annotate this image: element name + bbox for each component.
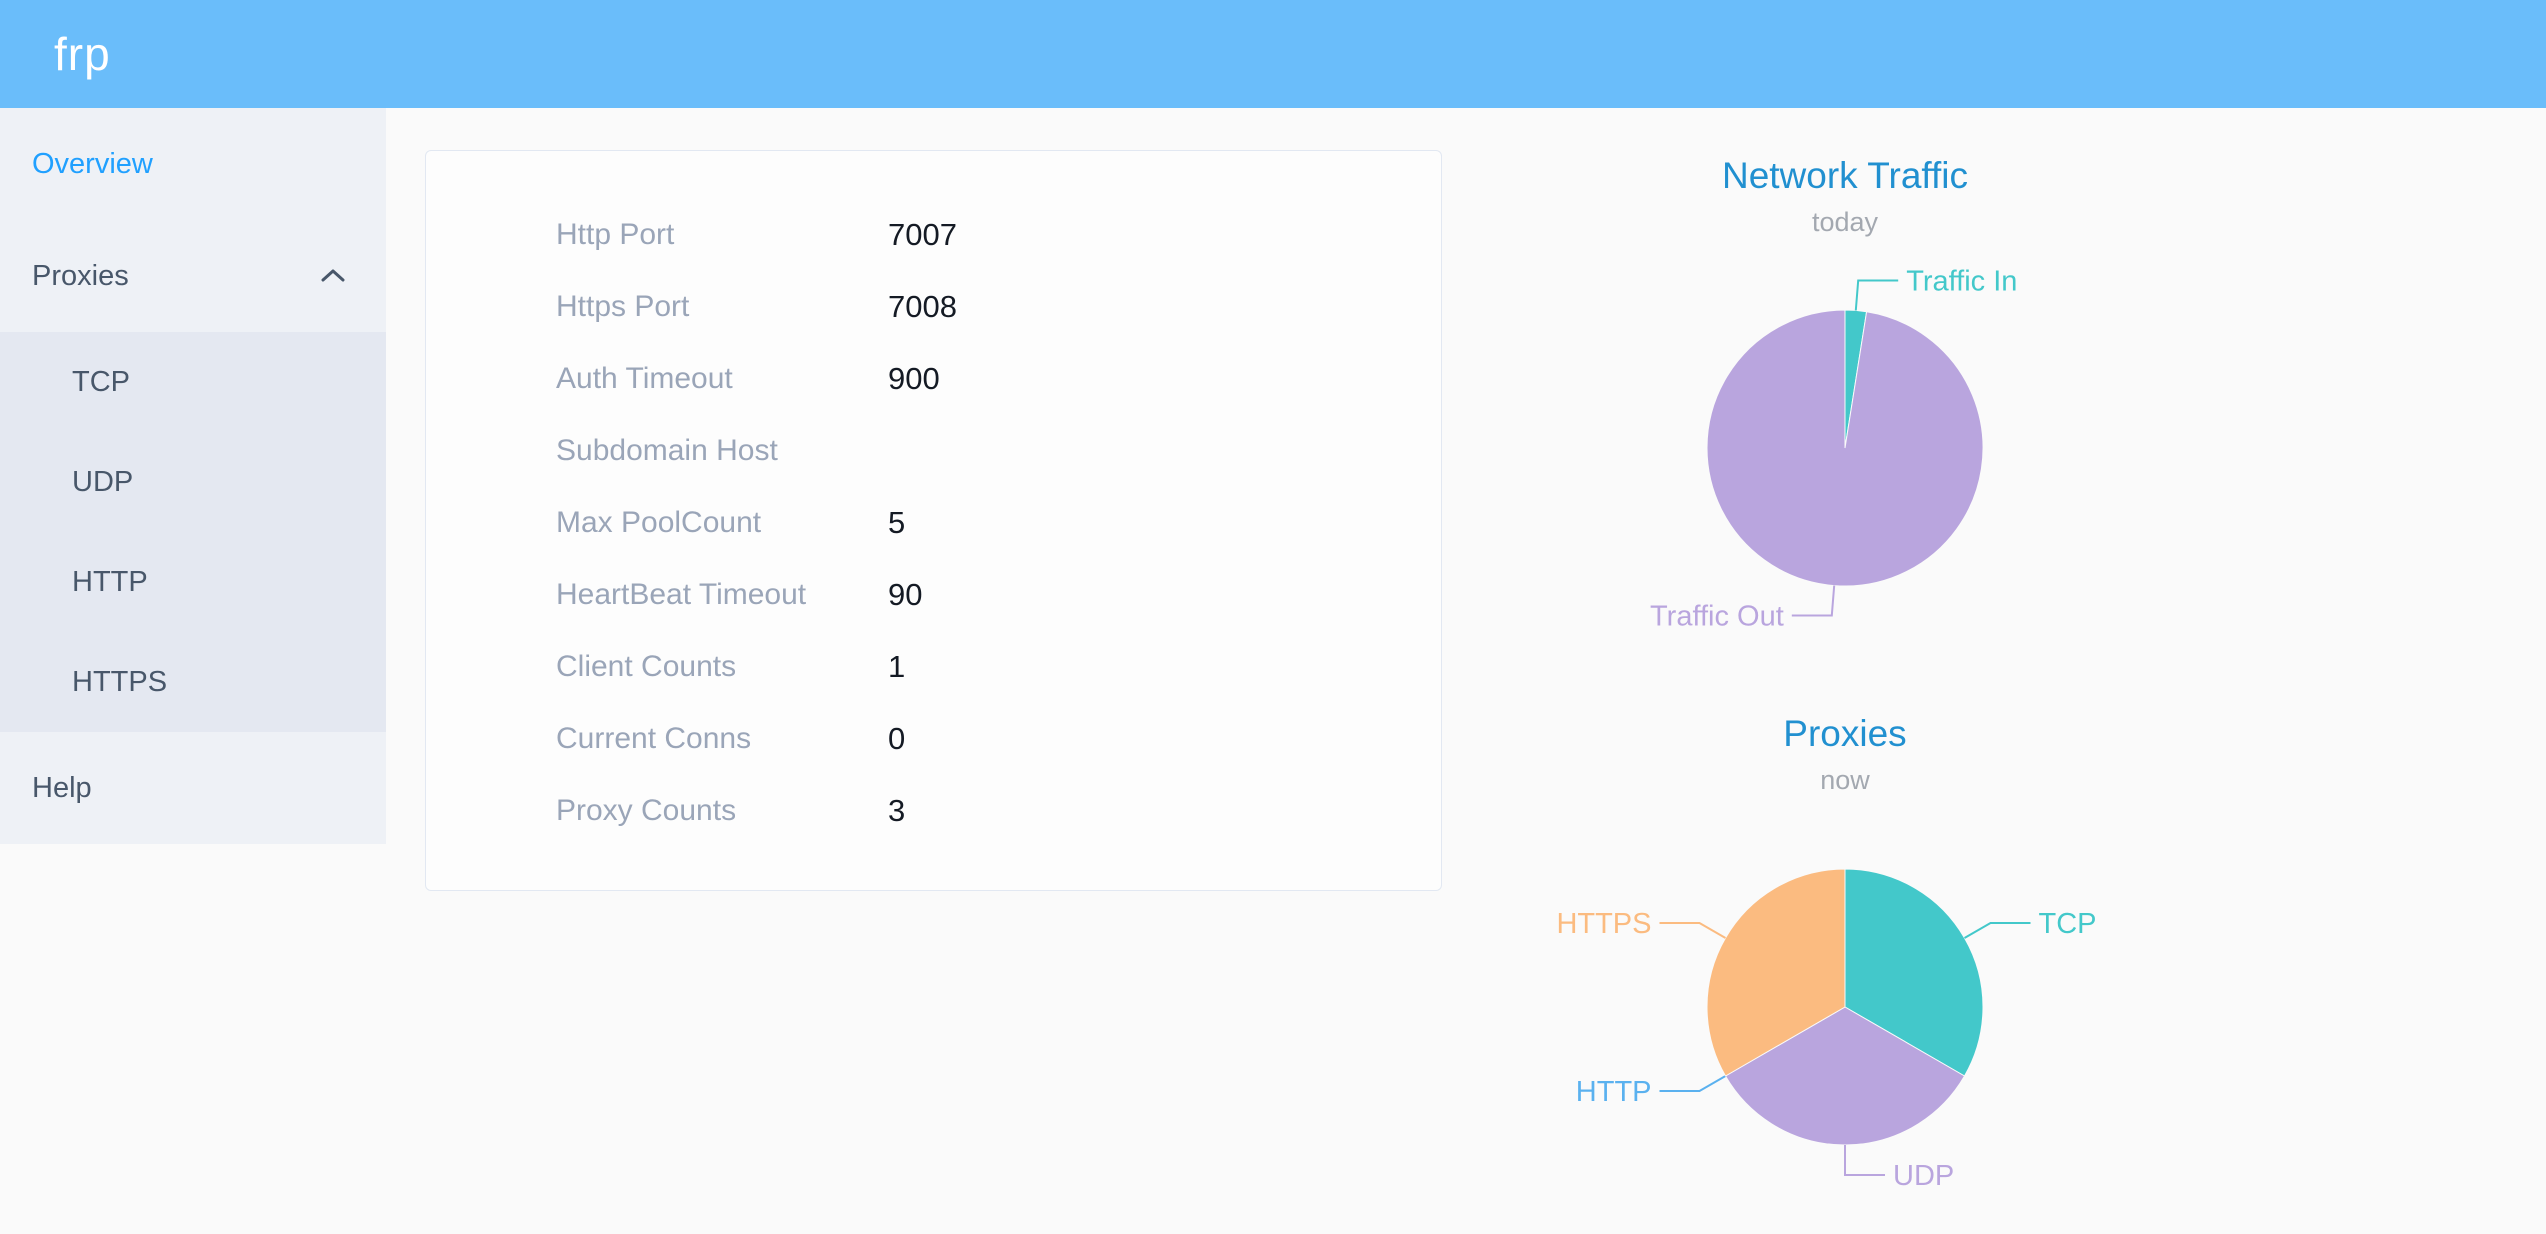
layout-row: Overview Proxies TCP UDP HTTP HTTPS xyxy=(0,108,2546,1234)
config-row-value: 7008 xyxy=(888,289,957,324)
config-row-label: Subdomain Host xyxy=(556,434,778,467)
config-row-label: Http Port xyxy=(556,218,675,251)
proxies-chart-title: Proxies xyxy=(1783,713,1907,754)
charts-column: Network Traffic today Traffic In Traffic … xyxy=(1545,108,2145,1234)
config-row-value: 90 xyxy=(888,577,923,612)
chevron-up-icon xyxy=(320,268,346,284)
sidebar-item-proxies-label: Proxies xyxy=(32,259,129,292)
pie-label-http: HTTP xyxy=(1576,1076,1652,1108)
pie-label-traffic-in: Traffic In xyxy=(1906,266,2017,298)
config-row-label: HeartBeat Timeout xyxy=(556,578,807,611)
config-row-value: 900 xyxy=(888,361,940,396)
config-row-label: Proxy Counts xyxy=(556,794,737,827)
pie-label-https: HTTPS xyxy=(1556,908,1651,940)
config-row: Https Port 7008 xyxy=(556,271,1441,343)
sidebar-item-help-label: Help xyxy=(32,771,92,804)
pie-label-line-http xyxy=(1659,1075,1726,1092)
pie-label-udp: UDP xyxy=(1893,1160,1954,1192)
config-rows: Http Port 7007 Https Port 7008 Auth Timeout 9… xyxy=(556,199,1441,847)
sidebar-item-https[interactable]: HTTPS xyxy=(72,665,168,698)
pie-slice-tcp[interactable] xyxy=(1844,868,1984,1077)
config-row-value: 5 xyxy=(888,505,906,540)
network-traffic-pie: Traffic In Traffic Out xyxy=(1650,266,2017,633)
sidebar-item-http[interactable]: HTTP xyxy=(72,565,148,598)
pie-slice-udp[interactable] xyxy=(1724,1006,1966,1146)
server-config-card: Http Port 7007 Https Port 7008 Auth Timeout 9… xyxy=(425,150,1442,891)
config-row-value: 7007 xyxy=(888,217,957,252)
config-row: Http Port 7007 xyxy=(556,199,1441,271)
config-row: Proxy Counts 3 xyxy=(556,775,1441,847)
config-row-label: Max PoolCount xyxy=(556,506,762,539)
pie-label-line-https xyxy=(1659,922,1726,939)
config-row-value: 1 xyxy=(888,649,906,684)
pie-slice-traffic-out[interactable] xyxy=(1706,309,1984,587)
pie-label-line-tcp xyxy=(1964,922,2031,939)
config-row-value: 3 xyxy=(888,793,906,828)
pie-label-traffic-out: Traffic Out xyxy=(1650,601,1784,633)
config-row: Auth Timeout 900 xyxy=(556,343,1441,415)
network-traffic-title: Network Traffic xyxy=(1721,155,1969,196)
main-content: Http Port 7007 Https Port 7008 Auth Timeout 9… xyxy=(386,108,2546,1234)
network-traffic-subtitle: today xyxy=(1811,207,1879,237)
config-row-label: Https Port xyxy=(556,290,690,323)
app-header: frp xyxy=(0,0,2546,108)
proxies-pie: TCP UDP HTTP HTTPS xyxy=(1556,868,2097,1192)
sidebar: Overview Proxies TCP UDP HTTP HTTPS xyxy=(0,108,386,844)
config-row: HeartBeat Timeout 90 xyxy=(556,559,1441,631)
pie-label-tcp: TCP xyxy=(2039,908,2097,940)
proxies-chart-subtitle: now xyxy=(1820,765,1870,795)
pie-label-line-udp xyxy=(1844,1145,1885,1176)
pie-label-line-traffic-out xyxy=(1791,585,1836,617)
config-row: Current Conns 0 xyxy=(556,703,1441,775)
pie-label-line-traffic-in xyxy=(1854,279,1899,311)
sidebar-menu: Overview Proxies TCP UDP HTTP HTTPS xyxy=(0,108,386,844)
sidebar-submenu-proxies: TCP UDP HTTP HTTPS xyxy=(0,332,386,732)
sidebar-item-overview-label: Overview xyxy=(32,147,153,180)
config-row: Subdomain Host xyxy=(556,415,1441,487)
sidebar-item-help[interactable]: Help xyxy=(0,732,386,844)
config-row: Client Counts 1 xyxy=(556,631,1441,703)
config-row-label: Auth Timeout xyxy=(556,362,733,395)
config-row-label: Current Conns xyxy=(556,722,752,755)
sidebar-item-overview[interactable]: Overview xyxy=(0,108,386,220)
sidebar-item-udp[interactable]: UDP xyxy=(72,465,134,498)
config-row: Max PoolCount 5 xyxy=(556,487,1441,559)
sidebar-item-tcp[interactable]: TCP xyxy=(72,365,130,398)
sidebar-item-proxies[interactable]: Proxies xyxy=(0,220,386,332)
app-logo: frp xyxy=(54,28,111,80)
config-row-value: 0 xyxy=(888,721,906,756)
config-row-label: Client Counts xyxy=(556,650,737,683)
